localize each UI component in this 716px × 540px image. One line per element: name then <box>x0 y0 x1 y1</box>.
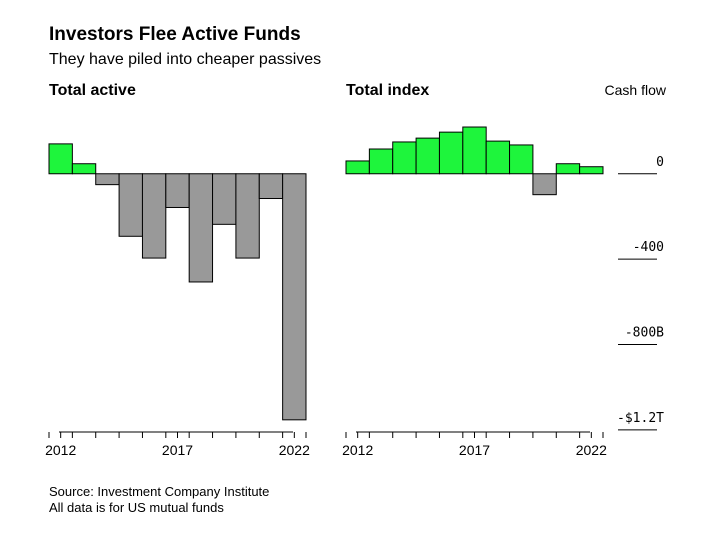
bar <box>165 173 190 208</box>
x-tick-label: 2012 <box>342 442 373 458</box>
bar <box>555 163 581 175</box>
bar <box>438 131 464 175</box>
bar <box>71 163 97 175</box>
bar <box>392 141 417 175</box>
bar <box>118 173 143 237</box>
bar <box>48 143 73 175</box>
y-tick-label: -800B <box>625 325 664 340</box>
data-note: All data is for US mutual funds <box>49 500 224 515</box>
panel-title: Total index <box>346 82 429 99</box>
bar <box>235 173 260 259</box>
x-tick-label: 2017 <box>162 442 193 458</box>
panel-title: Total active <box>49 82 136 99</box>
y-tick-label: 0 <box>656 155 664 170</box>
x-tick-label: 2017 <box>459 442 490 458</box>
bar <box>462 126 487 175</box>
bar <box>141 173 167 259</box>
bar <box>368 148 394 175</box>
y-tick-label: -400 <box>633 240 664 255</box>
bar <box>95 173 120 186</box>
x-tick-label: 2012 <box>45 442 76 458</box>
bar <box>282 173 307 421</box>
y-axis-label: Cash flow <box>605 82 667 98</box>
bar <box>345 160 370 175</box>
bar <box>485 140 511 175</box>
source-note: Source: Investment Company Institute <box>49 484 269 499</box>
bar <box>532 173 557 196</box>
y-tick-label: -$1.2T <box>617 411 664 426</box>
subtitle: They have piled into cheaper passives <box>49 51 321 68</box>
bar <box>415 137 440 175</box>
bar <box>258 173 284 200</box>
bar <box>579 166 604 175</box>
x-tick-label: 2022 <box>576 442 607 458</box>
title: Investors Flee Active Funds <box>49 24 301 45</box>
bar <box>509 144 534 175</box>
x-tick-label: 2022 <box>279 442 310 458</box>
bar <box>188 173 214 283</box>
bar <box>212 173 237 225</box>
